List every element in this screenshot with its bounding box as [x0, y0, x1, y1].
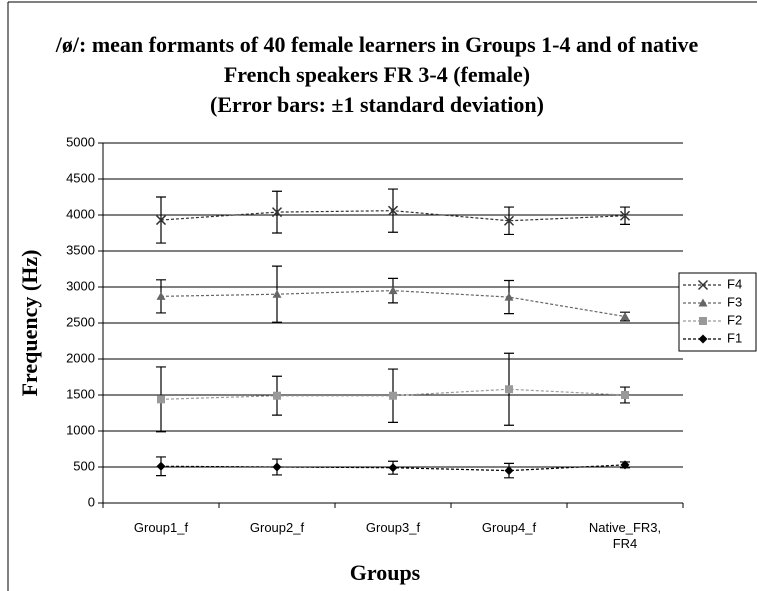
- y-axis-label: Frequency (Hz): [17, 250, 42, 397]
- y-tick-label: 0: [88, 494, 95, 509]
- marker: [698, 334, 708, 344]
- y-tick-label: 1000: [66, 422, 95, 437]
- marker: [619, 210, 631, 221]
- marker: [620, 460, 630, 470]
- y-tick-label: 2500: [66, 314, 95, 329]
- x-axis-label: Groups: [349, 560, 421, 585]
- marker: [505, 385, 513, 394]
- marker: [621, 391, 629, 399]
- marker: [620, 312, 630, 321]
- x-tick-label: Group3_f: [365, 520, 421, 535]
- marker: [389, 391, 397, 400]
- marker: [387, 205, 399, 216]
- marker: [504, 466, 514, 476]
- x-tick-label: Group2_f: [249, 520, 305, 535]
- y-tick-label: 4000: [66, 206, 95, 221]
- marker: [156, 291, 166, 300]
- marker: [156, 461, 166, 471]
- marker: [697, 279, 709, 291]
- marker: [271, 207, 283, 218]
- y-tick-label: 5000: [66, 134, 95, 149]
- x-tick-label: Native_FR3, FR4: [588, 520, 662, 551]
- marker: [503, 215, 515, 226]
- chart-subtitle: (Error bars: ±1 standard deviation): [210, 92, 544, 117]
- marker: [155, 215, 167, 226]
- y-tick-label: 500: [73, 458, 95, 473]
- legend-box: [678, 272, 757, 352]
- marker: [157, 395, 165, 404]
- x-tick-label: Group4_f: [481, 520, 537, 535]
- marker: [388, 286, 398, 295]
- marker: [699, 317, 707, 325]
- legend-label: F1: [727, 330, 742, 345]
- marker: [388, 463, 398, 473]
- y-tick-label: 3500: [66, 242, 95, 257]
- y-tick-label: 3000: [66, 278, 95, 293]
- y-tick-label: 2000: [66, 350, 95, 365]
- legend-label: F4: [727, 276, 742, 291]
- legend-label: F3: [727, 294, 742, 309]
- marker: [504, 292, 514, 301]
- chart-title: /ø/: mean formants of 40 female learners…: [55, 32, 699, 87]
- y-tick-label: 1500: [66, 386, 95, 401]
- legend-label: F2: [727, 312, 742, 327]
- marker: [272, 462, 282, 472]
- marker: [273, 391, 281, 400]
- marker: [698, 298, 708, 307]
- marker: [272, 289, 282, 298]
- x-tick-label: Group1_f: [133, 520, 189, 535]
- y-tick-label: 4500: [66, 170, 95, 185]
